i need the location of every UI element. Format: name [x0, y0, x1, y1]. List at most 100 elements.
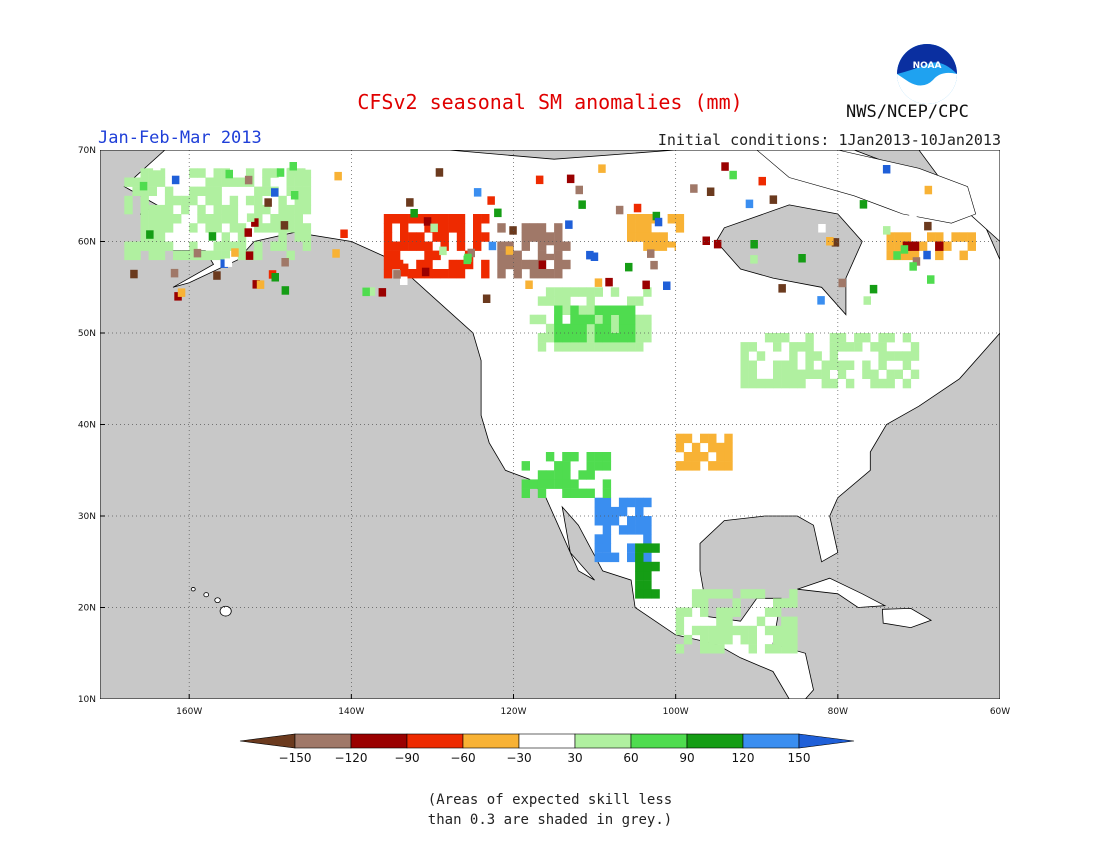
anomaly-cell: [148, 214, 157, 224]
anomaly-cell: [578, 488, 587, 498]
anomaly-cell: [340, 229, 348, 238]
anomaly-cell: [529, 479, 539, 489]
anomaly-cell: [805, 360, 814, 370]
anomaly-cell: [748, 369, 757, 379]
anomaly-cell: [610, 333, 620, 343]
anomaly-cell: [724, 607, 733, 617]
anomaly-cell: [724, 589, 733, 599]
anomaly-cell: [148, 241, 157, 251]
anomaly-cell: [521, 488, 530, 498]
anomaly-cell: [886, 250, 895, 261]
anomaly-cell: [748, 360, 757, 370]
anomaly-cell: [924, 185, 933, 195]
anomaly-cell: [424, 259, 433, 270]
anomaly-cell: [408, 214, 417, 224]
anomaly-cell: [554, 269, 563, 279]
anomaly-cell: [237, 223, 247, 233]
anomaly-cell: [635, 342, 644, 352]
anomaly-cell: [124, 177, 133, 187]
anomaly-cell: [643, 580, 652, 590]
anomaly-cell: [870, 369, 879, 379]
anomaly-cell: [750, 255, 758, 264]
anomaly-cell: [635, 570, 644, 581]
anomaly-cell: [289, 162, 297, 171]
anomaly-cell: [189, 223, 198, 233]
colorbar-tick-label: 30: [567, 751, 582, 765]
anomaly-cell: [237, 241, 247, 251]
anomaly-cell: [473, 188, 482, 197]
anomaly-cell: [756, 616, 766, 627]
anomaly-cell: [481, 269, 490, 279]
anomaly-cell: [700, 625, 709, 636]
anomaly-cell: [521, 479, 530, 489]
anomaly-cell: [708, 589, 717, 599]
anomaly-cell: [740, 369, 749, 379]
anomaly-cell: [252, 280, 260, 289]
anomaly-cell: [708, 433, 717, 444]
anomaly-cell: [565, 220, 573, 229]
anomaly-cell: [276, 168, 285, 177]
lon-label: 160W: [176, 707, 202, 717]
anomaly-cell: [294, 223, 303, 233]
anomaly-cell: [229, 223, 239, 233]
anomaly-cell: [602, 497, 612, 508]
anomaly-cell: [416, 241, 425, 251]
anomaly-cell: [878, 360, 887, 370]
anomaly-cell: [740, 625, 749, 636]
forecast-period: Jan-Feb-Mar 2013: [98, 128, 262, 148]
anomaly-cell: [924, 221, 932, 231]
anomaly-cell: [829, 333, 839, 343]
anomaly-cell: [700, 169, 708, 178]
anomaly-cell: [294, 168, 303, 178]
anomaly-cell: [902, 333, 912, 343]
anomaly-cell: [245, 251, 254, 260]
anomaly-cell: [570, 488, 579, 498]
anomaly-cell: [254, 223, 263, 233]
anomaly-cell: [270, 241, 279, 251]
anomaly-cell: [781, 644, 790, 654]
anomaly-cell: [854, 342, 863, 352]
anomaly-cell: [570, 333, 579, 343]
anomaly-cell: [473, 214, 482, 224]
anomaly-cell: [627, 305, 636, 315]
anomaly-cell: [264, 198, 272, 207]
anomaly-cell: [578, 314, 587, 325]
anomaly-cell: [400, 223, 409, 233]
anomaly-cell: [545, 269, 555, 279]
anomaly-cell: [659, 241, 668, 251]
anomaly-cell: [902, 360, 912, 370]
anomaly-cell: [805, 333, 814, 343]
anomaly-cell: [716, 589, 725, 599]
anomaly-cell: [602, 461, 612, 471]
anomaly-cell: [951, 232, 960, 242]
anomaly-cell: [764, 607, 774, 617]
anomaly-cell: [675, 442, 685, 453]
anomaly-cell: [635, 543, 644, 553]
anomaly-cell: [294, 204, 303, 215]
anomaly-cell: [740, 360, 749, 370]
anomaly-cell: [667, 247, 675, 257]
colorbar-tick-label: 90: [679, 751, 694, 765]
anomaly-cell: [764, 378, 774, 389]
anomaly-cell: [290, 191, 299, 200]
anomaly-cell: [140, 195, 149, 206]
anomaly-cell: [221, 250, 230, 261]
anomaly-cell: [278, 232, 287, 242]
anomaly-cell: [605, 277, 613, 287]
anomaly-cell: [132, 250, 141, 261]
anomaly-cell: [594, 278, 603, 287]
anomaly-cell: [643, 589, 652, 599]
anomaly-cell: [610, 552, 620, 563]
anomaly-cell: [643, 314, 652, 325]
anomaly-cell: [578, 333, 587, 343]
anomaly-cell: [618, 497, 628, 508]
anomaly-cell: [927, 232, 936, 242]
anomaly-cell: [416, 269, 425, 279]
anomaly-cell: [635, 323, 644, 334]
anomaly-cell: [643, 223, 652, 233]
anomaly-cell: [391, 241, 401, 251]
anomaly-cell: [221, 232, 230, 242]
map-ticks: [100, 150, 1000, 699]
anomaly-cell: [562, 296, 571, 306]
